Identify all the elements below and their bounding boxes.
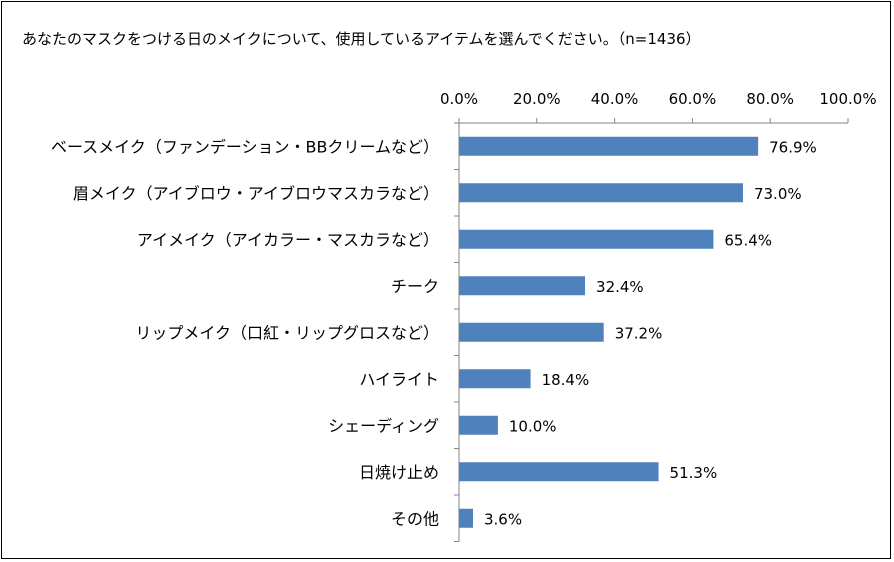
data-label: 18.4%	[542, 371, 590, 389]
data-label: 3.6%	[484, 510, 522, 528]
data-label: 73.0%	[754, 185, 802, 203]
x-tick-label: 40.0%	[591, 90, 639, 108]
chart-title: あなたのマスクをつける日のメイクについて、使用しているアイテムを選んでください。…	[22, 30, 701, 48]
category-label: ベースメイク（ファンデーション・BBクリームなど）	[51, 137, 439, 156]
x-tick-label: 100.0%	[819, 90, 876, 108]
bar	[459, 229, 714, 249]
data-label: 51.3%	[670, 464, 718, 482]
bar	[459, 508, 474, 528]
bar	[459, 322, 604, 342]
x-tick-label: 80.0%	[746, 90, 794, 108]
data-label: 32.4%	[596, 278, 644, 296]
bar	[459, 462, 659, 482]
x-tick-label: 60.0%	[669, 90, 717, 108]
data-label: 76.9%	[769, 138, 817, 156]
category-label: アイメイク（アイカラー・マスカラなど）	[137, 230, 439, 249]
category-label: リップメイク（口紅・リップグロスなど）	[135, 323, 439, 342]
data-label: 10.0%	[509, 417, 557, 435]
category-label: その他	[391, 509, 439, 528]
bar	[459, 415, 498, 435]
bar	[459, 183, 743, 203]
category-label: ハイライト	[359, 370, 439, 389]
category-label: 日焼け止め	[359, 463, 439, 482]
bar	[459, 136, 759, 156]
data-label: 65.4%	[724, 231, 772, 249]
data-label: 37.2%	[615, 324, 663, 342]
x-tick-label: 0.0%	[440, 90, 478, 108]
category-label: チーク	[391, 277, 439, 296]
x-tick-label: 20.0%	[513, 90, 561, 108]
category-label: 眉メイク（アイブロウ・アイブロウマスカラなど）	[73, 184, 439, 203]
bar	[459, 276, 586, 296]
bar	[459, 369, 531, 389]
category-label: シェーディング	[328, 416, 439, 435]
